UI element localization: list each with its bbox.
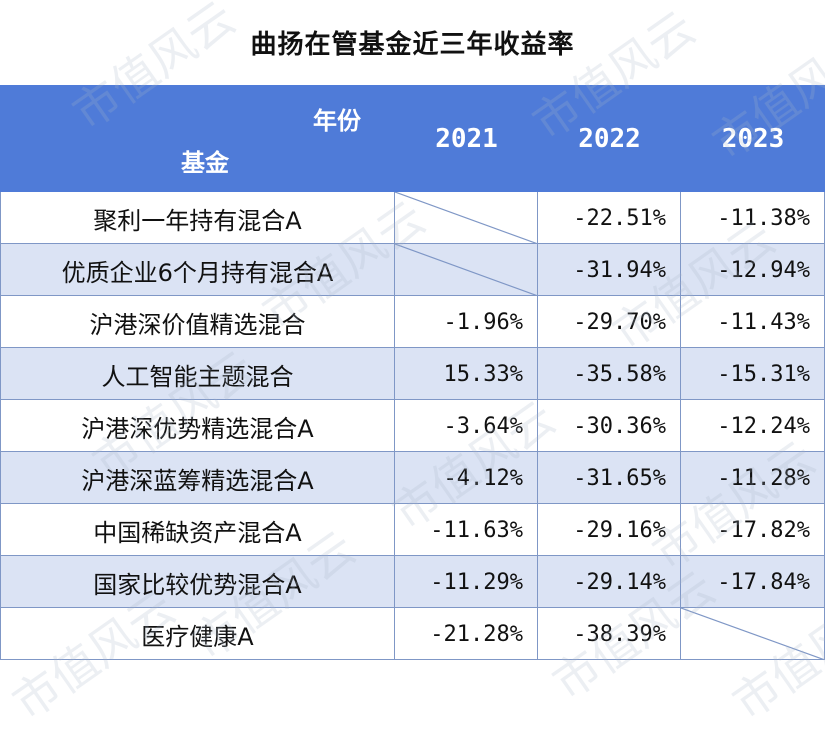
fund-name-cell: 中国稀缺资产混合A [0, 504, 395, 556]
header-year-2021: 2021 [435, 123, 498, 154]
table-row: 中国稀缺资产混合A -11.63% -29.16% -17.82% [0, 504, 825, 556]
return-cell-2021: 15.33% [395, 348, 538, 400]
return-cell-2021 [395, 244, 538, 296]
fund-name-cell: 沪港深优势精选混合A [0, 400, 395, 452]
fund-name-cell: 沪港深蓝筹精选混合A [0, 452, 395, 504]
return-cell-2022: -31.94% [538, 244, 681, 296]
table-row: 沪港深优势精选混合A -3.64% -30.36% -12.24% [0, 400, 825, 452]
return-cell-2022: -29.70% [538, 296, 681, 348]
return-cell-2022: -29.14% [538, 556, 681, 608]
header-corner-cell: 年份 基金 [0, 85, 395, 192]
table-title: 曲扬在管基金近三年收益率 [0, 0, 825, 85]
return-cell-2022: -29.16% [538, 504, 681, 556]
return-cell-2021: -3.64% [395, 400, 538, 452]
header-year-2022: 2022 [578, 123, 641, 154]
return-cell-2021 [395, 192, 538, 244]
table-row: 沪港深价值精选混合 -1.96% -29.70% -11.43% [0, 296, 825, 348]
return-cell-2022: -30.36% [538, 400, 681, 452]
return-cell-2023: -12.94% [681, 244, 825, 296]
return-cell-2023: -11.28% [681, 452, 825, 504]
table-header: 年份 基金 2021 2022 2023 [0, 85, 825, 192]
table-row: 优质企业6个月持有混合A -31.94% -12.94% [0, 244, 825, 296]
return-cell-2022: -35.58% [538, 348, 681, 400]
table-row: 沪港深蓝筹精选混合A -4.12% -31.65% -11.28% [0, 452, 825, 504]
table-row: 国家比较优势混合A -11.29% -29.14% -17.84% [0, 556, 825, 608]
return-cell-2021: -11.63% [395, 504, 538, 556]
table-row: 医疗健康A -21.28% -38.39% [0, 608, 825, 660]
return-cell-2022: -31.65% [538, 452, 681, 504]
return-cell-2023 [681, 608, 825, 660]
header-fund-label: 基金 [181, 149, 229, 177]
return-cell-2023: -11.43% [681, 296, 825, 348]
return-cell-2022: -22.51% [538, 192, 681, 244]
return-cell-2023: -17.84% [681, 556, 825, 608]
fund-name-cell: 沪港深价值精选混合 [0, 296, 395, 348]
return-cell-2023: -15.31% [681, 348, 825, 400]
return-cell-2023: -17.82% [681, 504, 825, 556]
return-cell-2021: -4.12% [395, 452, 538, 504]
header-year-label: 年份 [313, 107, 361, 135]
fund-name-cell: 国家比较优势混合A [0, 556, 395, 608]
return-cell-2023: -12.24% [681, 400, 825, 452]
fund-name-cell: 人工智能主题混合 [0, 348, 395, 400]
fund-name-cell: 优质企业6个月持有混合A [0, 244, 395, 296]
return-cell-2021: -21.28% [395, 608, 538, 660]
fund-name-cell: 医疗健康A [0, 608, 395, 660]
return-cell-2021: -1.96% [395, 296, 538, 348]
return-cell-2022: -38.39% [538, 608, 681, 660]
return-cell-2023: -11.38% [681, 192, 825, 244]
fund-name-cell: 聚利一年持有混合A [0, 192, 395, 244]
table-row: 聚利一年持有混合A -22.51% -11.38% [0, 192, 825, 244]
table-row: 人工智能主题混合 15.33% -35.58% -15.31% [0, 348, 825, 400]
header-year-2023: 2023 [721, 123, 785, 154]
return-cell-2021: -11.29% [395, 556, 538, 608]
